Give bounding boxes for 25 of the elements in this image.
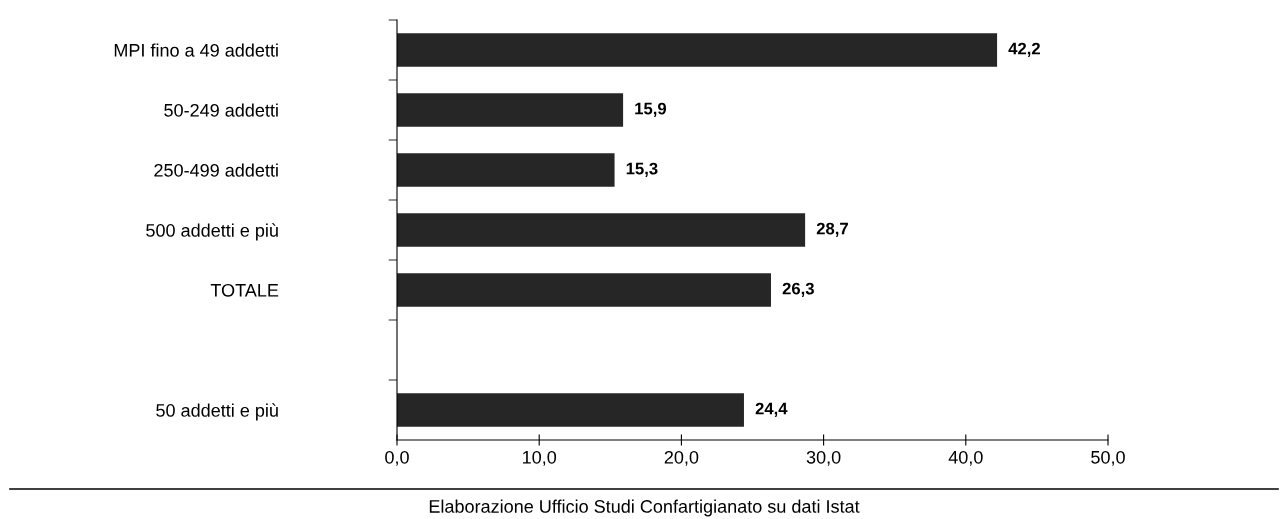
bar [397, 213, 806, 247]
text: Elaborazione Ufficio Studi Confartigianato su dati Istat [429, 499, 860, 517]
x-tick-label: 20,0 [664, 450, 699, 466]
data-label: 15,9 [635, 102, 667, 117]
y-tick-label: 50 addetti e più [156, 403, 278, 421]
data-label: 28,7 [816, 222, 848, 237]
bar [397, 33, 998, 67]
x-tick-label: 0,0 [385, 450, 409, 466]
data-label: 24,4 [755, 402, 788, 417]
bar [397, 393, 744, 427]
x-tick-label: 10,0 [523, 450, 557, 466]
data-label: 26,3 [782, 282, 814, 297]
y-tick-label: 500 addetti e più [146, 223, 278, 241]
y-tick-label: MPI fino a 49 addetti [114, 43, 278, 57]
bar [397, 273, 771, 307]
x-tick-label: 40,0 [948, 450, 983, 466]
bar [397, 153, 615, 187]
x-tick-label: 30,0 [806, 450, 841, 466]
y-tick-label: 250-499 addetti [154, 163, 278, 177]
y-tick-label: TOTALE [210, 283, 279, 297]
bar [397, 93, 624, 127]
y-tick-label: 50-249 addetti [164, 103, 278, 117]
data-label: 42,2 [1008, 42, 1040, 57]
data-label: 15,3 [626, 162, 658, 177]
x-tick-label: 50,0 [1091, 450, 1125, 466]
